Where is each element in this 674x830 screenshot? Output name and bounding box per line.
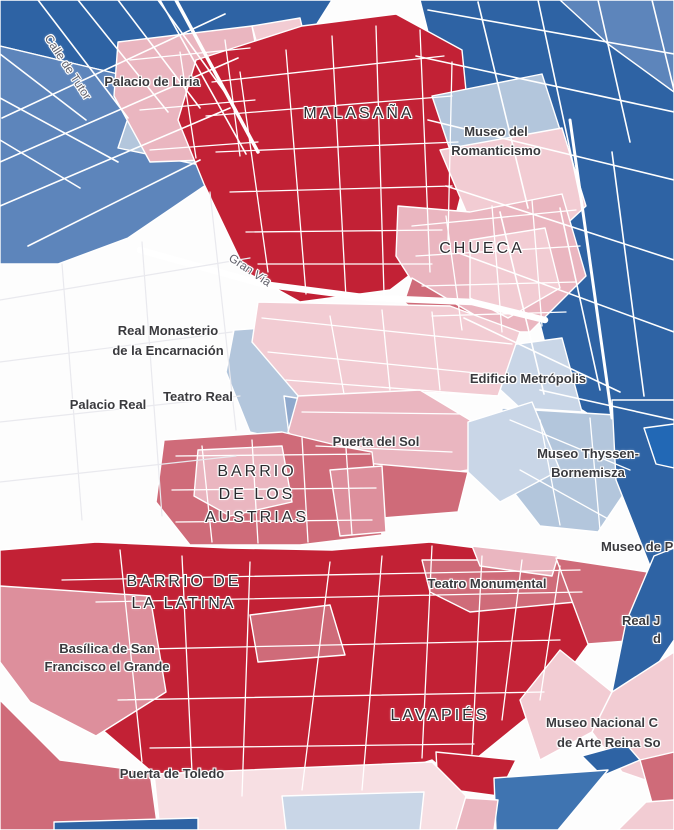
- region-rose-basilica: [0, 585, 167, 737]
- street-castellana: [568, 118, 614, 420]
- label-edificio-metropolis: Edificio Metrópolis: [469, 371, 587, 386]
- district-label-barrio-de-la-latina: BARRIO DE LA LATINA: [126, 571, 241, 615]
- label-museo-del-prado-cut: Museo de P: [601, 539, 674, 554]
- label-teatro-real: Teatro Real: [163, 389, 233, 404]
- region-pink-corner: [617, 799, 674, 830]
- label-line: Basílica de San: [59, 641, 155, 656]
- label-line: Bornemisza: [551, 465, 625, 480]
- label-museo-reina-sofia-cut: Museo Nacional C de Arte Reina So: [546, 713, 661, 753]
- district-label-lavapies: LAVAPIÉS: [390, 707, 490, 724]
- region-paleblue-bottom: [281, 791, 425, 830]
- label-puerta-del-sol: Puerta del Sol: [332, 434, 420, 449]
- label-palacio-real: Palacio Real: [69, 397, 147, 412]
- label-puerta-de-toledo: Puerta de Toledo: [119, 766, 225, 781]
- label-line: Real J: [622, 613, 661, 628]
- label-line: Francisco el Grande: [44, 659, 170, 674]
- street-grid-top-right: [415, 0, 674, 421]
- street-grid-thyssen: [509, 417, 631, 531]
- district-label-chueca: CHUECA: [439, 240, 525, 257]
- label-real-jardin-cut: Real J d: [622, 612, 661, 648]
- label-line: BARRIO DE: [126, 573, 242, 590]
- region-pink-austrias-east: [329, 465, 387, 537]
- label-line: DE LOS: [218, 486, 296, 503]
- region-blue-corner-band: [559, 0, 674, 93]
- label-line: LA LATINA: [131, 595, 237, 612]
- street-grid-chueca: [411, 199, 581, 333]
- label-line: BARRIO: [217, 463, 297, 480]
- region-pink-monumental-n: [471, 545, 559, 577]
- label-museo-del-romanticismo: Museo del Romanticismo: [451, 122, 541, 160]
- street-grid-top-left: [0, 0, 239, 247]
- label-real-monasterio: Real Monasterio de la Encarnación: [112, 321, 223, 361]
- street-grid-center: [261, 309, 513, 453]
- region-rose-bottom-left: [0, 699, 159, 830]
- label-line: de la Encarnación: [112, 343, 224, 358]
- label-line: Museo Thyssen-: [537, 446, 639, 461]
- label-museo-thyssen: Museo Thyssen- Bornemisza: [537, 444, 639, 482]
- street-grid-liria: [129, 39, 259, 159]
- label-teatro-monumental: Teatro Monumental: [427, 576, 547, 591]
- label-line: AUSTRIAS: [204, 509, 310, 526]
- label-line: Romanticismo: [451, 143, 541, 158]
- label-line: d: [653, 631, 661, 646]
- label-line: Museo Nacional C: [546, 715, 658, 730]
- street-tutor-parallel: [159, 0, 247, 155]
- street-network: [0, 0, 674, 797]
- label-line: Museo del: [464, 124, 528, 139]
- region-blue-bottom-sliver: [53, 817, 199, 830]
- district-label-barrio-de-los-austrias: BARRIO DE LOS AUSTRIAS: [205, 460, 309, 529]
- region-pink-austrias-inner: [193, 445, 293, 517]
- label-basilica-san-francisco: Basílica de San Francisco el Grande: [45, 640, 170, 676]
- label-line: de Arte Reina So: [557, 735, 661, 750]
- region-rose-latina-patch: [249, 604, 346, 663]
- street-grid-malasana: [205, 25, 459, 299]
- district-label-malasana: MALASAÑA: [303, 105, 415, 122]
- label-line: Real Monasterio: [117, 323, 219, 338]
- label-palacio-de-liria: Palacio de Liria: [104, 74, 200, 89]
- street-calle-tutor: [174, 0, 260, 154]
- street-gran-via: [136, 246, 549, 324]
- region-rose-bottom-right: [639, 751, 674, 811]
- street-grid-austrias: [171, 437, 377, 544]
- street-grid-south: [61, 545, 583, 797]
- street-grid-white-area: [0, 191, 251, 521]
- region-paleblue-sol-east: [467, 401, 561, 503]
- region-blue-bright-accent: [643, 423, 674, 469]
